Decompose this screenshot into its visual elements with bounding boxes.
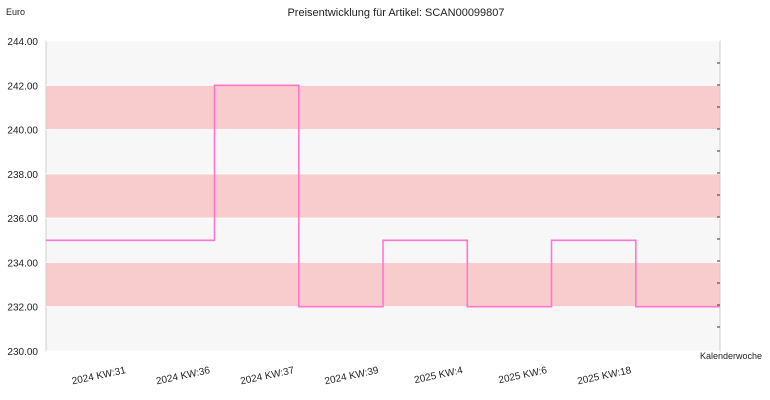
x-tick-label: 2024 KW:37: [239, 365, 295, 387]
y-axis-label: Euro: [6, 7, 25, 17]
x-axis-label: Kalenderwoche: [700, 351, 762, 361]
y-tick-label: 242.00: [7, 81, 38, 92]
plot-band: [46, 85, 720, 130]
x-tick-label: 2024 KW:39: [324, 365, 380, 387]
plot-background: [46, 41, 720, 351]
y-tick-label: 236.00: [7, 214, 38, 225]
plot-band: [46, 173, 720, 219]
x-tick-label: 2025 KW:18: [576, 365, 632, 387]
y-tick-label: 232.00: [7, 303, 38, 314]
plot-band: [46, 129, 720, 174]
y-tick-label: 238.00: [7, 170, 38, 181]
plot-band: [46, 41, 720, 86]
x-tick-label: 2025 KW:4: [413, 365, 464, 386]
y-tick-label: 240.00: [7, 126, 38, 137]
y-tick-label: 230.00: [7, 347, 38, 358]
x-tick-label: 2024 KW:31: [71, 365, 127, 387]
plot-band: [46, 306, 720, 351]
x-tick-label: 2024 KW:36: [155, 365, 211, 387]
chart-title: Preisentwicklung für Artikel: SCAN000998…: [287, 7, 504, 19]
x-tick-label: 2025 KW:6: [498, 365, 549, 386]
right-axis-ticks: [717, 62, 720, 328]
series-layer: [46, 84, 720, 308]
y-axis-ticks: 230.00 232.00 234.00 236.00 238.00 240.00 242.…: [7, 37, 38, 358]
price-step-line: [46, 84, 720, 308]
x-axis-ticks: 2024 KW:31 2024 KW:36 2024 KW:37 2024 KW:39…: [71, 365, 633, 387]
y-tick-label: 244.00: [7, 37, 38, 48]
y-tick-label: 234.00: [7, 258, 38, 269]
